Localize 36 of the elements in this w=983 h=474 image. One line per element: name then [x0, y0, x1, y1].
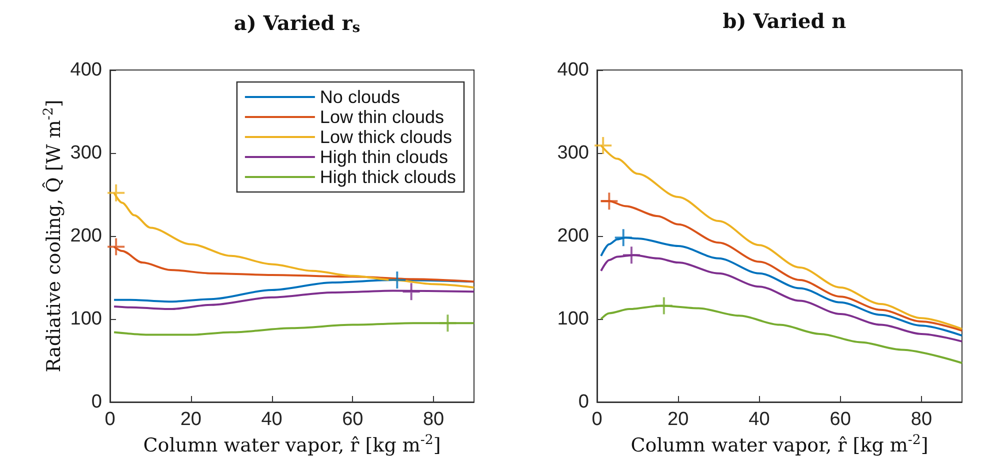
x-tick-label: 0 — [104, 409, 116, 430]
y-tick-label: 400 — [557, 60, 589, 80]
chart-title: b) Varied n — [722, 9, 847, 33]
y-tick-label: 0 — [91, 392, 102, 412]
y-tick-label: 100 — [557, 308, 589, 330]
point — [388, 270, 407, 290]
point — [622, 246, 641, 265]
x-tick-label: 80 — [422, 409, 444, 430]
legend-label: No clouds — [320, 87, 400, 107]
legend-label: Low thin clouds — [320, 107, 444, 127]
y-tick-label: 200 — [70, 226, 102, 246]
point — [614, 228, 633, 248]
point — [654, 296, 674, 316]
y-axis-title: Radiative cooling, Q̂ [W m-2] — [41, 100, 65, 372]
y-tick-label: 400 — [70, 60, 102, 80]
point — [438, 314, 458, 333]
point — [594, 136, 613, 156]
y-tick-label: 100 — [70, 308, 102, 330]
x-tick-label: 80 — [910, 409, 932, 430]
point — [106, 237, 126, 256]
x-tick-label: 60 — [830, 409, 851, 430]
y-tick-label: 200 — [557, 226, 589, 246]
x-tick-label: 20 — [180, 409, 202, 430]
legend-label: High thick clouds — [320, 167, 456, 187]
x-tick-label: 20 — [668, 409, 689, 430]
x-tick-label: 40 — [748, 409, 770, 430]
y-tick-label: 0 — [578, 392, 589, 412]
legend-label: Low thick clouds — [320, 127, 452, 147]
y-tick-label: 300 — [557, 142, 589, 164]
x-tick-label: 60 — [342, 409, 364, 430]
x-tick-label: 0 — [592, 409, 602, 430]
point — [402, 282, 421, 302]
legend-label: High thin clouds — [320, 147, 448, 167]
point — [106, 183, 126, 202]
x-tick-label: 40 — [261, 409, 282, 430]
y-tick-label: 300 — [70, 142, 102, 164]
